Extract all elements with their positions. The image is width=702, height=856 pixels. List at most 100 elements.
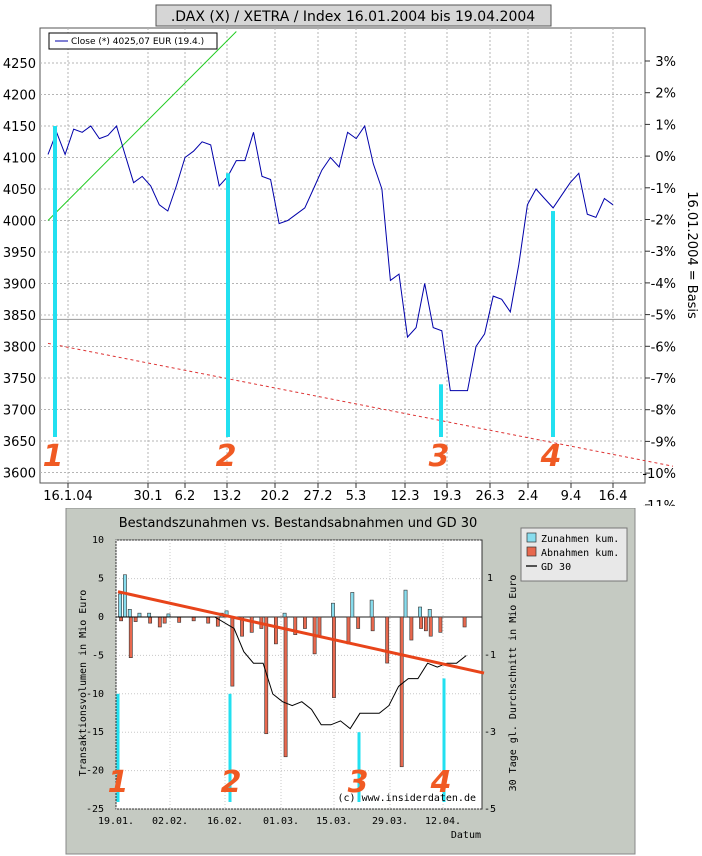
bottom-bar-abnahmen: [249, 616, 254, 633]
bottom-bar-zunahmen: [123, 574, 127, 618]
bottom-bar-zunahmen: [427, 609, 432, 618]
top-right-tick: -3%: [651, 245, 676, 260]
bottom-bar-abnahmen: [293, 616, 298, 635]
top-marker-bar: [226, 173, 230, 437]
bottom-legend-swatch: [526, 532, 537, 543]
bottom-marker-label: 1: [108, 765, 129, 800]
top-marker-label: 2: [216, 439, 237, 474]
bottom-plot-frame: [115, 539, 483, 810]
bottom-bar-zunahmen: [137, 612, 142, 618]
bottom-bar-abnahmen: [428, 616, 433, 637]
bottom-y-axis-title: Transaktionsvolumen in Mio Euro: [78, 590, 89, 777]
bottom-y2-axis: 1 -1 -3 -5: [484, 573, 496, 815]
top-trendlines: [47, 31, 674, 467]
top-close-line: [47, 124, 614, 392]
bottom-x-tick: 19.01.: [98, 816, 134, 827]
top-markers: 1 2 3 4: [43, 126, 562, 474]
top-y-tick: 3650: [3, 435, 36, 450]
bottom-y2-axis-title: 30 Tage gl. Durchschnitt in Mio Euro: [508, 575, 519, 792]
top-right-tick: -9%: [651, 435, 676, 450]
bottom-bar-zunahmen: [127, 609, 132, 618]
bottom-legend-label: Zunahmen kum.: [541, 534, 619, 545]
bottom-bar-abnahmen: [303, 616, 307, 629]
top-right-tick: 0%: [655, 150, 676, 165]
top-chart-title: .DAX (X) / XETRA / Index 16.01.2004 bis …: [171, 9, 535, 25]
top-x-tick: 12.3: [391, 489, 420, 504]
bottom-x-tick: 29.03.: [372, 816, 408, 827]
bottom-bar-abnahmen: [240, 616, 244, 637]
bottom-bar-abnahmen: [409, 616, 414, 641]
bottom-bar-zunahmen: [282, 612, 287, 618]
top-marker-bar: [439, 384, 443, 437]
bottom-bar-abnahmen: [283, 616, 288, 758]
top-y-tick: 4100: [3, 152, 36, 167]
bottom-bar-abnahmen: [462, 616, 467, 628]
bottom-bar-abnahmen: [370, 616, 375, 632]
bottom-bar-abnahmen: [274, 616, 278, 645]
top-y-tick: 3600: [3, 467, 36, 482]
top-marker-bar: [53, 126, 57, 437]
top-right-tick: 2%: [655, 87, 676, 102]
bottom-bar-abnahmen: [356, 616, 361, 629]
bottom-bar-abnahmen: [264, 616, 269, 735]
top-marker-label: 4: [540, 439, 562, 474]
top-right-tick: 3%: [655, 55, 676, 70]
top-right-tick: -2%: [651, 214, 676, 229]
top-x-tick: 2.4: [518, 489, 539, 504]
top-x-tick: 9.4: [561, 489, 582, 504]
bottom-y-tick: -5: [92, 650, 104, 661]
bottom-bar-zunahmen: [118, 593, 123, 618]
top-x-tick: 19.3: [433, 489, 462, 504]
top-x-tick: 6.2: [175, 489, 196, 504]
bottom-x-tick: 02.02.: [152, 816, 188, 827]
bottom-x-axis-title: Datum: [451, 830, 481, 841]
bottom-trend-line: [117, 590, 485, 675]
dax-line-chart: .DAX (X) / XETRA / Index 16.01.2004 bis …: [3, 4, 699, 506]
top-legend-label: Close (*) 4025,07 EUR (19.4.): [71, 37, 204, 47]
bottom-y2-tick: -5: [484, 804, 496, 815]
bottom-x-tick: 12.04.: [425, 816, 461, 827]
bottom-y-tick: 5: [98, 574, 104, 585]
bottom-legend: Zunahmen kum. Abnahmen kum. GD 30: [520, 527, 628, 582]
top-y-tick: 4050: [3, 183, 36, 198]
top-right-tick: -6%: [651, 340, 676, 355]
bottom-y-axis: 10 5 0 -5 -10 -15 -20 -25: [86, 535, 104, 815]
top-x-tick: 26.3: [476, 489, 505, 504]
top-series: [47, 124, 614, 392]
bottom-marker-bar: [228, 693, 232, 802]
bottom-bar-zunahmen: [350, 592, 355, 618]
top-marker-bar: [551, 211, 555, 437]
top-marker-label: 3: [429, 439, 450, 474]
bottom-bar-abnahmen: [148, 616, 153, 624]
bottom-marker-label: 4: [430, 765, 452, 800]
bottom-y-tick: 10: [92, 535, 104, 546]
bottom-x-tick: 15.03.: [316, 816, 352, 827]
bottom-gd30: [118, 616, 467, 730]
bottom-bar-abnahmen: [128, 616, 133, 659]
bottom-legend-swatch: [526, 546, 537, 557]
bottom-y-tick: -15: [86, 727, 104, 738]
top-right-tick: -7%: [651, 372, 676, 387]
bottom-markers: 1 2 3 4: [108, 678, 452, 802]
bottom-y2-tick: 1: [487, 573, 493, 584]
bottom-marker-bar: [357, 732, 361, 802]
bottom-bar-abnahmen: [332, 616, 336, 698]
bottom-chart-title: Bestandszunahmen vs. Bestandsabnahmen un…: [119, 516, 478, 531]
top-x-tick: 30.1: [134, 489, 163, 504]
top-right-tick: -5%: [651, 309, 676, 324]
top-right-tick: -8%: [651, 404, 676, 419]
top-y-tick: 3700: [3, 404, 36, 419]
top-x-tick: 16.1.04: [43, 489, 93, 504]
bottom-bar-zunahmen: [331, 602, 335, 618]
bottom-x-tick: 16.02.: [207, 816, 243, 827]
bottom-bar-abnahmen: [133, 616, 138, 622]
bottom-bar-abnahmen: [157, 616, 162, 628]
top-right-tick: -4%: [651, 277, 676, 292]
bottom-gd30-line: [118, 616, 467, 730]
top-right-axis-label: 16.01.2004 = Basis: [684, 191, 699, 319]
bottom-bar-abnahmen: [346, 616, 351, 645]
top-x-tick: 27.2: [304, 489, 333, 504]
bottom-bar-abnahmen: [423, 616, 428, 632]
top-marker-label: 1: [43, 439, 64, 474]
top-right-tick: 1%: [655, 118, 676, 133]
